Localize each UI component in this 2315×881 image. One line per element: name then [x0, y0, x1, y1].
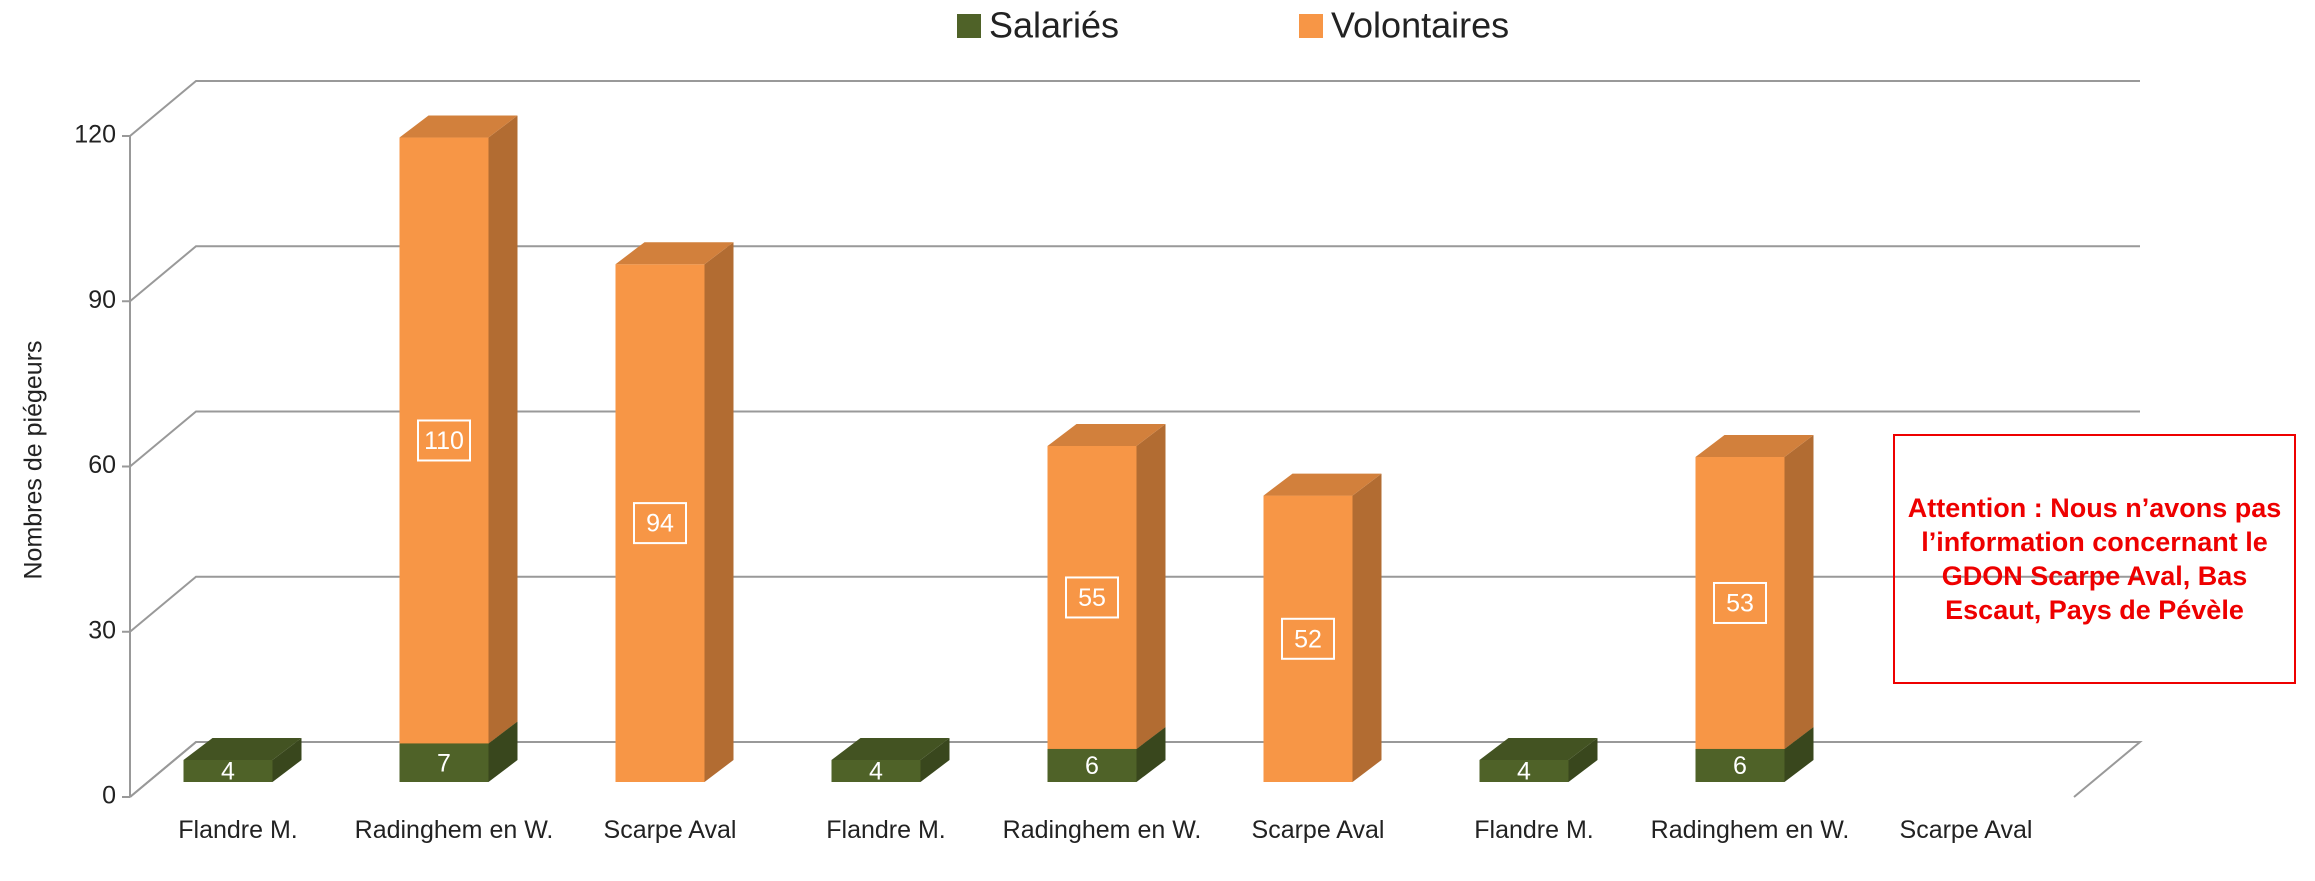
x-tick-label: Scarpe Aval — [603, 816, 737, 844]
value-label: 55 — [1078, 584, 1106, 612]
grid-line — [129, 575, 2140, 633]
bar-side — [1352, 473, 1382, 782]
value-label: 4 — [1517, 758, 1531, 786]
bar-side — [1136, 726, 1166, 782]
value-label: 110 — [424, 427, 464, 455]
bar-top — [615, 242, 734, 265]
y-tick-label: 0 — [102, 782, 116, 810]
grid-line — [129, 245, 2140, 303]
annotation: Attention : Nous n’avons pas l’informati… — [1893, 434, 2296, 684]
x-tick-label: Flandre M. — [1474, 816, 1594, 844]
x-tick-label: Radinghem en W. — [1002, 816, 1202, 844]
legend-swatch — [957, 14, 981, 38]
bar-side — [704, 242, 734, 782]
bar — [1047, 748, 1137, 782]
legend-swatch — [1299, 14, 1323, 38]
bar — [399, 137, 489, 744]
grid-line — [129, 741, 2140, 798]
bar — [1047, 445, 1137, 749]
value-label: 52 — [1294, 625, 1322, 653]
bar-side — [272, 737, 302, 782]
bar-top — [183, 737, 302, 760]
x-tick-label: Scarpe Aval — [1899, 816, 2033, 844]
x-tick-label: Radinghem en W. — [354, 816, 554, 844]
value-label: 4 — [221, 758, 235, 786]
bar-side — [488, 115, 518, 744]
value-label: 6 — [1733, 752, 1747, 780]
bar — [399, 743, 489, 782]
bar-top — [1047, 423, 1166, 446]
value-label-box — [1065, 576, 1119, 619]
y-tick-label: 90 — [88, 286, 116, 314]
bar — [1695, 748, 1785, 782]
x-tick-label: Flandre M. — [178, 816, 298, 844]
y-axis-label: Nombres de piégeurs — [20, 340, 48, 579]
bar-top — [1263, 473, 1382, 496]
x-tick-label: Radinghem en W. — [1650, 816, 1850, 844]
bar — [615, 264, 705, 782]
bar-top — [831, 737, 950, 760]
bar — [1263, 495, 1353, 782]
y-tick-label: 60 — [88, 451, 116, 479]
value-label-box — [633, 502, 687, 545]
grid-line — [129, 410, 2140, 468]
bar-side — [1568, 737, 1598, 782]
value-label-box — [1713, 581, 1767, 624]
grid-line — [129, 80, 2140, 137]
bar-top — [1695, 435, 1814, 458]
value-label: 94 — [646, 510, 674, 538]
value-label: 7 — [437, 749, 451, 777]
y-tick-label: 30 — [88, 616, 116, 644]
bar-side — [1136, 423, 1166, 749]
value-label: 53 — [1726, 590, 1754, 618]
value-label-box — [1281, 617, 1335, 660]
bar-side — [1784, 435, 1814, 749]
bar-side — [1784, 726, 1814, 782]
x-tick-label: Scarpe Aval — [1251, 816, 1385, 844]
value-label: 6 — [1085, 752, 1099, 780]
bar — [831, 759, 921, 782]
x-tick-label: Flandre M. — [826, 816, 946, 844]
bar-top — [1479, 737, 1598, 760]
bar — [1479, 759, 1569, 782]
bar-side — [488, 721, 518, 782]
bar-side — [920, 737, 950, 782]
value-label-box — [417, 419, 471, 462]
bar — [1695, 457, 1785, 749]
legend-label: Salariés — [989, 5, 1119, 46]
legend-label: Volontaires — [1331, 5, 1509, 46]
value-label: 4 — [869, 758, 883, 786]
y-tick-label: 120 — [74, 121, 116, 149]
bar-top — [399, 115, 518, 138]
bar — [183, 759, 273, 782]
